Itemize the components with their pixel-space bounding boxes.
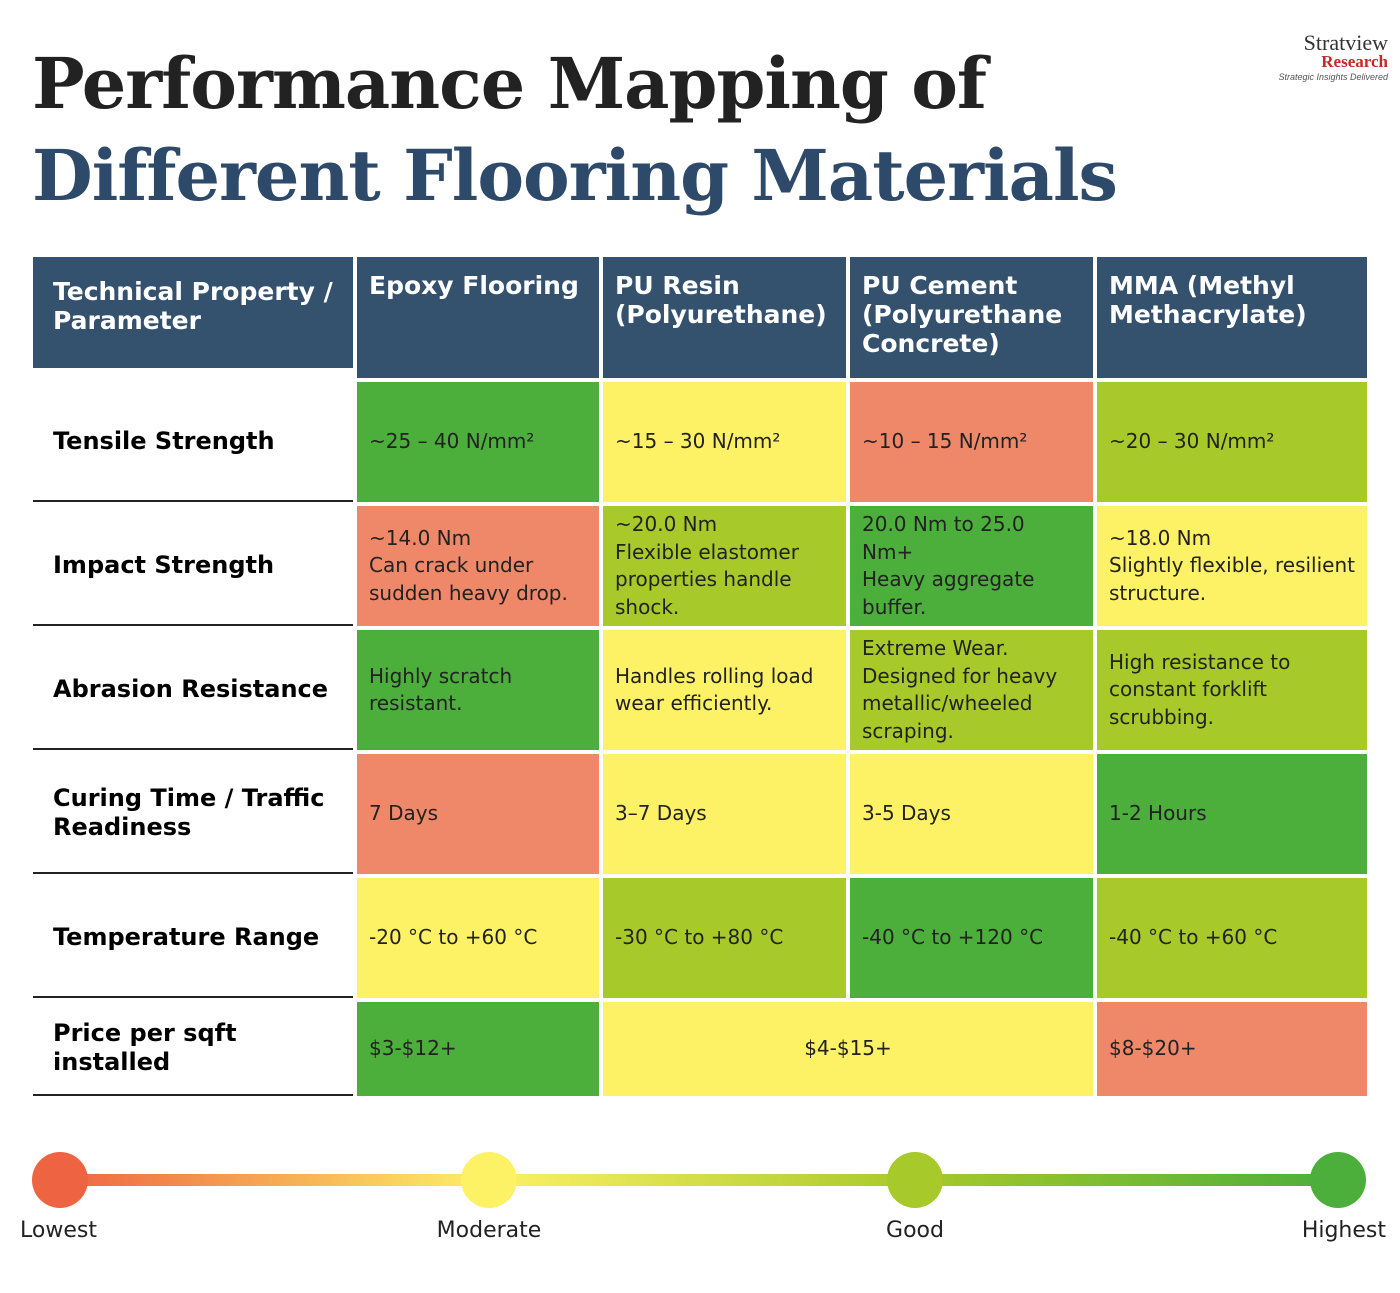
cell: -40 °C to +120 °C <box>850 878 1093 998</box>
legend-label: Moderate <box>436 1218 542 1243</box>
cell: ~20 – 30 N/mm² <box>1097 382 1367 502</box>
logo-name: Stratview <box>1303 30 1388 55</box>
row-label: Impact Strength <box>33 506 353 626</box>
logo-tagline: Strategic Insights Delivered <box>1278 72 1388 82</box>
legend-label: Good <box>886 1218 944 1243</box>
header-cell: Epoxy Flooring <box>357 257 599 378</box>
header-cell: PU Resin (Polyurethane) <box>603 257 846 378</box>
cell: ~10 – 15 N/mm² <box>850 382 1093 502</box>
cell: -40 °C to +60 °C <box>1097 878 1367 998</box>
legend-dot <box>1310 1152 1366 1208</box>
legend-label: Lowest <box>20 1218 97 1243</box>
row-label: Tensile Strength <box>33 382 353 502</box>
legend-line <box>60 1174 1338 1186</box>
title-line2: Different Flooring Materials <box>32 134 1118 217</box>
cell: $8-$20+ <box>1097 1002 1367 1096</box>
cell: ~14.0 Nm Can crack under sudden heavy dr… <box>357 506 599 626</box>
cell: ~20.0 Nm Flexible elastomer properties h… <box>603 506 846 626</box>
row-label: Curing Time / Traffic Readiness <box>33 754 353 874</box>
legend-label: Highest <box>1301 1218 1386 1243</box>
cell: $3-$12+ <box>357 1002 599 1096</box>
cell: Handles rolling load wear efficiently. <box>603 630 846 750</box>
cell: ~18.0 Nm Slightly flexible, resilient st… <box>1097 506 1367 626</box>
cell: 3-5 Days <box>850 754 1093 874</box>
cell: ~25 – 40 N/mm² <box>357 382 599 502</box>
cell: 20.0 Nm to 25.0 Nm+ Heavy aggregate buff… <box>850 506 1093 626</box>
header-cell: PU Cement (Polyurethane Concrete) <box>850 257 1093 378</box>
cell: 1-2 Hours <box>1097 754 1367 874</box>
row-label: Abrasion Resistance <box>33 630 353 750</box>
logo: Stratview Research Strategic Insights De… <box>1278 30 1388 82</box>
cell: -30 °C to +80 °C <box>603 878 846 998</box>
cell: Extreme Wear. Designed for heavy metalli… <box>850 630 1093 750</box>
cell: $4-$15+ <box>603 1002 1093 1096</box>
legend-dot <box>32 1152 88 1208</box>
cell: 7 Days <box>357 754 599 874</box>
legend-dot <box>887 1152 943 1208</box>
title-line1: Performance Mapping of <box>32 42 987 125</box>
table: Technical Property / Parameter Epoxy Floo… <box>33 257 1367 1096</box>
cell: 3–7 Days <box>603 754 846 874</box>
legend-dot <box>461 1152 517 1208</box>
cell: ~15 – 30 N/mm² <box>603 382 846 502</box>
cell: -20 °C to +60 °C <box>357 878 599 998</box>
logo-sub: Research <box>1321 52 1388 71</box>
header-cell: Technical Property / Parameter <box>33 257 353 378</box>
header-cell: MMA (Methyl Methacrylate) <box>1097 257 1367 378</box>
cell: Highly scratch resistant. <box>357 630 599 750</box>
row-label: Temperature Range <box>33 878 353 998</box>
row-label: Price per sqft installed <box>33 1002 353 1096</box>
legend-bar <box>32 1152 1366 1208</box>
cell: High resistance to constant forklift scr… <box>1097 630 1367 750</box>
